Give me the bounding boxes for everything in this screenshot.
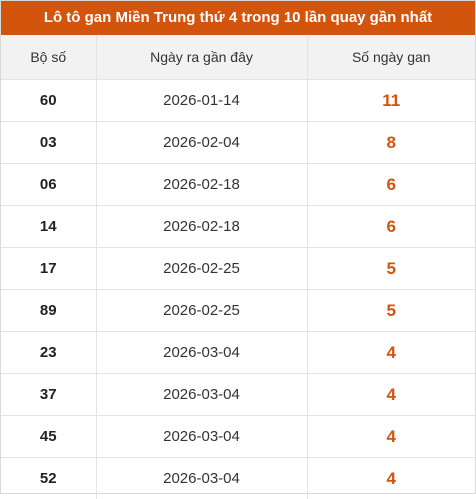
table-row: 03 2026-02-04 8: [1, 122, 475, 164]
table-row: 45 2026-03-04 4: [1, 416, 475, 458]
row-days: 11: [307, 80, 475, 122]
row-days: 4: [307, 416, 475, 458]
row-date: 2026-03-04: [96, 458, 307, 499]
row-days: 6: [307, 164, 475, 206]
row-date: 2026-03-04: [96, 374, 307, 416]
row-date: 2026-02-04: [96, 122, 307, 164]
row-number: 52: [1, 458, 96, 499]
table-row: 60 2026-01-14 11: [1, 80, 475, 122]
row-number: 23: [1, 332, 96, 374]
row-days: 5: [307, 248, 475, 290]
row-date: 2026-03-04: [96, 416, 307, 458]
table-row: 37 2026-03-04 4: [1, 374, 475, 416]
table-row: 17 2026-02-25 5: [1, 248, 475, 290]
row-days: 6: [307, 206, 475, 248]
gan-table: Bộ số Ngày ra gần đây Số ngày gan 60 202…: [1, 35, 475, 499]
row-days: 5: [307, 290, 475, 332]
row-days: 4: [307, 374, 475, 416]
row-days: 4: [307, 332, 475, 374]
row-date: 2026-01-14: [96, 80, 307, 122]
table-header-row: Bộ số Ngày ra gần đây Số ngày gan: [1, 35, 475, 80]
table-row: 23 2026-03-04 4: [1, 332, 475, 374]
row-number: 14: [1, 206, 96, 248]
row-date: 2026-02-18: [96, 164, 307, 206]
row-number: 37: [1, 374, 96, 416]
table-row: 06 2026-02-18 6: [1, 164, 475, 206]
row-date: 2026-02-25: [96, 248, 307, 290]
row-number: 89: [1, 290, 96, 332]
table-title: Lô tô gan Miền Trung thứ 4 trong 10 lần …: [1, 1, 475, 35]
header-number: Bộ số: [1, 35, 96, 80]
table-row: 89 2026-02-25 5: [1, 290, 475, 332]
row-days: 4: [307, 458, 475, 499]
row-number: 17: [1, 248, 96, 290]
row-days: 8: [307, 122, 475, 164]
row-number: 45: [1, 416, 96, 458]
row-number: 03: [1, 122, 96, 164]
header-days: Số ngày gan: [307, 35, 475, 80]
header-date: Ngày ra gần đây: [96, 35, 307, 80]
row-number: 60: [1, 80, 96, 122]
row-date: 2026-02-18: [96, 206, 307, 248]
row-date: 2026-03-04: [96, 332, 307, 374]
table-row: 52 2026-03-04 4: [1, 458, 475, 499]
row-date: 2026-02-25: [96, 290, 307, 332]
row-number: 06: [1, 164, 96, 206]
table-row: 14 2026-02-18 6: [1, 206, 475, 248]
